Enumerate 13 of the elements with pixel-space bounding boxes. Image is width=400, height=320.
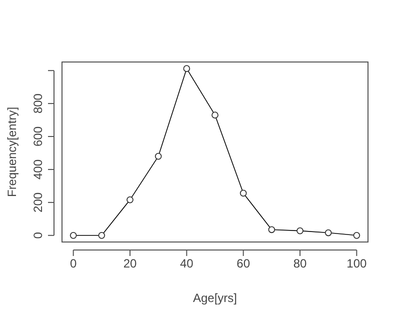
x-tick-label: 60 xyxy=(236,256,250,271)
y-axis-title: Frequency[entry] xyxy=(5,106,19,198)
y-tick-label: 400 xyxy=(31,159,45,180)
x-tick-label: 100 xyxy=(346,256,367,271)
x-axis-title: Age[yrs] xyxy=(192,291,238,305)
y-tick-label: 200 xyxy=(31,192,45,212)
y-tick-label: 0 xyxy=(31,232,45,239)
x-tick-label: 40 xyxy=(180,256,194,271)
x-tick-label: 0 xyxy=(70,256,77,271)
x-tick-label: 80 xyxy=(293,256,307,271)
y-tick-label: 800 xyxy=(31,93,45,114)
y-tick-label: 600 xyxy=(31,126,45,147)
x-tick-label: 20 xyxy=(123,256,137,271)
